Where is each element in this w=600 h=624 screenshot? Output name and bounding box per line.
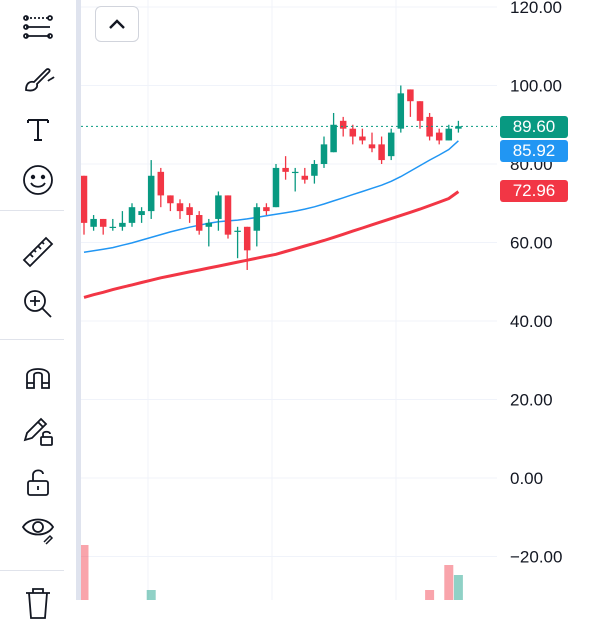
candlestick <box>253 203 261 247</box>
candlestick <box>119 211 126 231</box>
volume-bar <box>425 590 435 600</box>
candlestick <box>330 112 337 153</box>
volume-bar <box>79 545 89 600</box>
trend-line-tool[interactable] <box>14 5 62 49</box>
emoji-icon <box>23 165 53 195</box>
candlestick <box>445 124 453 141</box>
volume-bar <box>146 590 156 600</box>
magnet-tool[interactable] <box>14 354 62 398</box>
candlestick <box>138 207 145 223</box>
y-tick-label: 120.00 <box>510 0 562 17</box>
toolbar-separator <box>0 339 64 340</box>
drawing-toolbar <box>0 0 76 619</box>
candlestick <box>320 136 328 168</box>
candlestick <box>243 226 251 270</box>
candlestick <box>167 195 174 212</box>
chevron-up-icon <box>109 19 125 29</box>
y-tick-label: 100.00 <box>510 77 562 96</box>
trend-line-icon <box>23 15 53 39</box>
zoom-in-icon <box>24 290 52 318</box>
brush-tool[interactable] <box>14 57 62 101</box>
candlestick <box>387 128 395 161</box>
brush-icon <box>25 68 55 92</box>
measure-tool[interactable] <box>14 230 62 274</box>
long-moving-average-line <box>83 190 460 299</box>
trash-icon <box>26 588 50 619</box>
unlock-tool[interactable] <box>14 460 62 504</box>
candlestick <box>416 101 424 129</box>
candlestick <box>272 164 280 208</box>
hide-drawings-tool[interactable] <box>14 505 62 549</box>
zoom-in-tool[interactable] <box>14 282 62 326</box>
price-chart[interactable]: 120.00100.0080.0060.0040.0020.000.00−20.… <box>0 0 600 600</box>
volume-bars <box>79 545 463 600</box>
candlestick <box>128 203 136 227</box>
toolbar-separator <box>0 210 64 211</box>
lock-drawing-icon <box>23 417 53 446</box>
candlestick <box>339 116 347 137</box>
collapse-button[interactable] <box>95 6 139 42</box>
candlestick <box>176 199 184 219</box>
y-tick-label: −20.00 <box>510 548 562 567</box>
candlestick <box>224 195 232 239</box>
last-price-tag: 89.60 <box>500 116 568 138</box>
y-tick-label: 40.00 <box>510 312 553 331</box>
candlestick <box>311 160 318 184</box>
visibility-icon <box>21 518 55 545</box>
y-tick-label: 0.00 <box>510 469 543 488</box>
volume-bar <box>453 575 463 600</box>
emoji-tool[interactable] <box>14 158 62 202</box>
candlestick <box>407 89 414 117</box>
moving-average-lines <box>83 140 460 299</box>
candlestick <box>368 132 376 153</box>
candlestick <box>234 226 241 259</box>
long-ma-price-tag: 72.96 <box>500 180 568 202</box>
candlestick <box>378 136 385 164</box>
candlestick <box>157 167 165 208</box>
lock-drawings-tool[interactable] <box>14 408 62 452</box>
short-ma-price-tag: 85.92 <box>500 140 568 162</box>
y-tick-label: 60.00 <box>510 234 553 253</box>
candlestick <box>359 128 366 145</box>
candlestick <box>263 203 270 216</box>
text-tool[interactable] <box>14 107 62 151</box>
candlestick <box>301 167 309 184</box>
toolbar-divider[interactable] <box>76 0 81 600</box>
candlestick <box>282 156 289 180</box>
candlestick <box>291 167 299 192</box>
unlock-icon <box>27 469 49 496</box>
candlestick <box>90 215 97 231</box>
candlestick <box>426 112 433 141</box>
y-tick-label: 20.00 <box>510 391 553 410</box>
chart-grid <box>81 0 497 600</box>
candlestick <box>435 128 443 145</box>
candlestick <box>109 218 117 231</box>
text-icon <box>27 119 49 141</box>
candlestick <box>215 191 222 231</box>
short-moving-average-line <box>83 140 459 254</box>
candlestick <box>205 218 213 247</box>
candlesticks <box>80 85 462 270</box>
candlestick <box>186 203 193 223</box>
candlestick <box>147 160 155 219</box>
candlestick <box>349 124 357 145</box>
candlestick <box>80 175 88 235</box>
candlestick <box>195 211 203 235</box>
volume-bar <box>444 565 454 600</box>
candlestick <box>397 85 405 133</box>
candlestick <box>455 120 462 133</box>
price-axis[interactable]: 120.00100.0080.0060.0040.0020.000.00−20.… <box>510 0 562 567</box>
remove-drawings-tool[interactable] <box>14 580 62 624</box>
magnet-icon <box>26 368 50 389</box>
ruler-icon <box>22 236 54 268</box>
candlestick <box>99 218 107 235</box>
toolbar-separator <box>0 570 64 571</box>
